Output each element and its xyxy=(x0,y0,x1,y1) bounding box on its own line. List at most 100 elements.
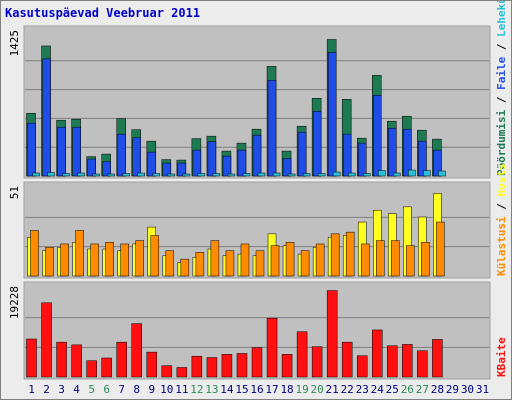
bar-pages-day-23 xyxy=(362,173,371,177)
bar-pages-day-26 xyxy=(408,169,416,177)
bar-kbytes-day-23 xyxy=(356,355,368,378)
legend-separator: / xyxy=(495,90,508,110)
bar-visits-day-9 xyxy=(150,235,160,277)
bar-kbytes-day-25 xyxy=(387,345,398,378)
bar-pages-day-2 xyxy=(47,172,55,177)
legend-separator: / xyxy=(495,37,508,57)
bar-kbytes-day-28 xyxy=(432,339,443,378)
x-tick-label-day-31: 31 xyxy=(476,383,489,396)
bar-visits-day-4 xyxy=(75,230,84,277)
bar-files-day-17 xyxy=(267,80,277,177)
legend-entry: Hosts xyxy=(495,163,508,196)
bar-files-day-2 xyxy=(42,58,51,177)
x-tick-label-day-10: 10 xyxy=(160,383,173,396)
bar-pages-day-1 xyxy=(32,172,40,177)
x-tick-label-day-28: 28 xyxy=(431,383,444,396)
bar-visits-day-23 xyxy=(360,243,370,277)
legend-panel-3: KBaite xyxy=(495,337,508,377)
bar-kbytes-day-9 xyxy=(146,351,158,378)
bar-pages-day-22 xyxy=(347,172,356,177)
bar-kbytes-day-13 xyxy=(206,357,218,378)
bar-files-day-9 xyxy=(147,151,157,177)
bar-files-day-23 xyxy=(357,142,367,177)
y-max-label-panel-2: 51 xyxy=(8,186,21,199)
bar-files-day-7 xyxy=(117,133,126,177)
bar-visits-day-18 xyxy=(285,242,295,277)
bar-pages-day-7 xyxy=(122,173,130,177)
bar-kbytes-day-17 xyxy=(266,317,278,378)
bar-files-day-21 xyxy=(327,52,337,177)
bar-visits-day-5 xyxy=(90,243,99,277)
bar-pages-day-8 xyxy=(137,172,145,177)
bar-pages-day-3 xyxy=(62,173,70,177)
bar-files-day-13 xyxy=(207,141,217,177)
bar-files-day-18 xyxy=(282,158,292,177)
bar-files-day-10 xyxy=(162,162,172,177)
bar-visits-day-2 xyxy=(45,247,54,277)
bar-files-day-6 xyxy=(102,161,111,177)
bar-pages-day-4 xyxy=(77,172,85,177)
bar-pages-day-6 xyxy=(107,173,115,177)
bar-pages-day-20 xyxy=(317,173,326,177)
x-tick-label-day-2: 2 xyxy=(43,383,50,396)
y-max-label-panel-3: 19228 xyxy=(8,286,21,319)
bar-kbytes-day-5 xyxy=(86,360,97,378)
bar-files-day-15 xyxy=(237,149,247,177)
bar-pages-day-12 xyxy=(197,173,206,177)
legend-entry: KBaite xyxy=(495,337,508,377)
x-tick-label-day-20: 20 xyxy=(311,383,324,396)
x-tick-label-day-29: 29 xyxy=(446,383,459,396)
x-tick-label-day-8: 8 xyxy=(133,383,140,396)
bar-files-day-16 xyxy=(252,134,262,177)
bar-pages-day-28 xyxy=(438,170,446,177)
bar-pages-day-16 xyxy=(257,172,266,177)
bar-kbytes-day-6 xyxy=(101,357,112,378)
bar-pages-day-10 xyxy=(167,173,176,177)
bar-files-day-22 xyxy=(342,133,352,177)
x-tick-label-day-24: 24 xyxy=(371,383,385,396)
bar-pages-day-17 xyxy=(272,172,281,177)
bar-kbytes-day-3 xyxy=(56,341,67,378)
bar-visits-day-13 xyxy=(210,240,220,277)
x-tick-label-day-4: 4 xyxy=(73,383,80,396)
y-max-label-panel-1: 1425 xyxy=(8,30,21,57)
bar-pages-day-18 xyxy=(287,173,296,177)
bar-files-day-3 xyxy=(57,126,66,177)
bar-files-day-14 xyxy=(222,155,232,177)
bar-pages-day-24 xyxy=(378,170,386,177)
bar-pages-day-15 xyxy=(242,173,251,177)
bar-kbytes-day-1 xyxy=(26,338,37,378)
bar-visits-day-19 xyxy=(300,250,310,277)
bar-files-day-1 xyxy=(27,122,36,177)
bar-visits-day-8 xyxy=(135,240,144,277)
bar-visits-day-14 xyxy=(225,250,235,277)
bar-kbytes-day-2 xyxy=(41,302,52,378)
bar-kbytes-day-10 xyxy=(161,365,173,378)
bar-visits-day-3 xyxy=(60,243,69,277)
bar-visits-day-17 xyxy=(270,245,280,277)
x-tick-label-day-15: 15 xyxy=(235,383,248,396)
bar-files-day-12 xyxy=(192,149,202,177)
bar-visits-day-27 xyxy=(421,242,430,277)
bar-pages-day-14 xyxy=(227,173,236,177)
bar-kbytes-day-27 xyxy=(417,350,428,378)
bar-kbytes-day-18 xyxy=(281,354,293,378)
x-tick-label-day-30: 30 xyxy=(461,383,474,396)
legend-entry: Külastusi xyxy=(495,216,508,276)
bar-pages-day-21 xyxy=(332,171,341,177)
bar-visits-day-11 xyxy=(180,258,190,277)
x-tick-label-day-5: 5 xyxy=(88,383,95,396)
x-tick-label-day-12: 12 xyxy=(190,383,203,396)
bar-files-day-27 xyxy=(418,140,427,177)
bar-visits-day-21 xyxy=(330,233,340,277)
legend-panel-1: Pöördumisi / Faile / Lehekülgi xyxy=(495,1,508,176)
x-tick-label-day-21: 21 xyxy=(326,383,339,396)
x-tick-label-day-13: 13 xyxy=(205,383,218,396)
x-tick-label-day-7: 7 xyxy=(118,383,125,396)
x-tick-label-day-16: 16 xyxy=(250,383,263,396)
x-tick-label-day-23: 23 xyxy=(356,383,369,396)
bar-visits-day-15 xyxy=(240,243,250,277)
x-tick-label-day-26: 26 xyxy=(401,383,414,396)
bar-visits-day-28 xyxy=(436,221,445,277)
